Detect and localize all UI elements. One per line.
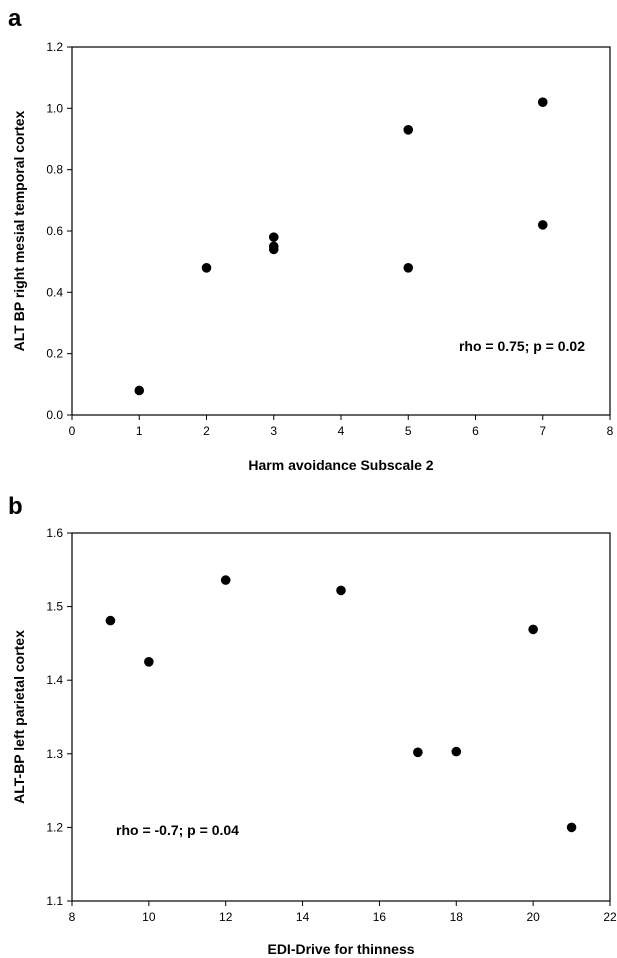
panel-b-x-axis-title: EDI-Drive for thinness [267, 941, 414, 957]
panel-a-letter: a [8, 5, 22, 32]
y-tick-label: 1.0 [46, 101, 63, 115]
panel-a-x-ticks: 0 1 2 3 4 5 6 7 8 [69, 415, 614, 438]
data-point [144, 657, 154, 667]
y-tick-label: 0.6 [46, 224, 63, 238]
x-tick-label: 7 [539, 424, 546, 438]
y-tick-label: 1.5 [46, 600, 63, 614]
x-tick-label: 22 [603, 910, 617, 924]
data-point [220, 575, 231, 585]
panel-a: a 0 1 2 3 4 5 6 7 8 0.0 0.2 0.4 0.6 0.8 1.0 1.2 Harm a… [8, 5, 614, 473]
data-point [201, 263, 212, 273]
x-tick-label: 16 [373, 910, 387, 924]
y-tick-label: 0.4 [46, 285, 63, 299]
x-tick-label: 1 [136, 424, 143, 438]
data-point [403, 125, 414, 135]
y-tick-label: 1.2 [46, 40, 63, 54]
panel-b-correlation-annotation: rho = -0.7; p = 0.04 [116, 822, 239, 838]
data-point [105, 615, 116, 626]
y-tick-label: 1.3 [46, 747, 63, 761]
y-tick-label: 1.4 [46, 673, 63, 687]
x-tick-label: 18 [450, 910, 464, 924]
data-point [336, 585, 346, 596]
panel-a-x-axis-title: Harm avoidance Subscale 2 [248, 457, 433, 473]
x-tick-label: 8 [69, 910, 76, 924]
x-tick-label: 10 [142, 910, 156, 924]
data-point [413, 747, 423, 758]
x-tick-label: 14 [296, 910, 310, 924]
data-point [566, 822, 577, 833]
x-tick-label: 8 [607, 424, 614, 438]
x-tick-label: 2 [203, 424, 210, 438]
panel-a-plot-frame [71, 46, 611, 416]
data-point [528, 624, 538, 635]
y-tick-label: 1.1 [46, 894, 63, 908]
x-tick-label: 4 [338, 424, 345, 438]
y-tick-label: 0.0 [46, 408, 63, 422]
x-tick-label: 12 [219, 910, 233, 924]
y-tick-label: 0.2 [46, 347, 63, 361]
panel-b-y-ticks: 1.1 1.2 1.3 1.4 1.5 1.6 [46, 526, 72, 908]
panel-b-x-ticks: 8 10 12 14 16 18 20 22 [69, 901, 617, 924]
panel-b-plot-frame [71, 532, 611, 902]
y-tick-label: 0.8 [46, 163, 63, 177]
data-point [268, 244, 279, 255]
data-point [134, 385, 145, 396]
x-tick-label: 6 [472, 424, 479, 438]
panel-b: b 8 10 12 14 16 18 20 22 1.1 1.2 1.3 1.4 1.5 1.6 EDI… [8, 493, 617, 957]
panel-a-points [134, 97, 548, 396]
data-point [451, 746, 462, 757]
data-point [537, 97, 548, 107]
panel-b-letter: b [8, 493, 23, 520]
y-tick-label: 1.6 [46, 526, 63, 540]
panel-a-correlation-annotation: rho = 0.75; p = 0.02 [459, 338, 585, 354]
panel-a-y-axis-title: ALT BP right mesial temporal cortex [11, 110, 27, 351]
data-point [537, 220, 548, 230]
x-tick-label: 5 [405, 424, 412, 438]
x-tick-label: 20 [526, 910, 540, 924]
data-point [268, 232, 279, 242]
panel-a-y-ticks: 0.0 0.2 0.4 0.6 0.8 1.0 1.2 [46, 40, 72, 422]
x-tick-label: 3 [270, 424, 277, 438]
panel-b-y-axis-title: ALT-BP left parietal cortex [11, 630, 27, 804]
x-tick-label: 0 [69, 424, 76, 438]
y-tick-label: 1.2 [46, 820, 63, 834]
panel-b-points [105, 575, 577, 833]
data-point [403, 263, 414, 273]
